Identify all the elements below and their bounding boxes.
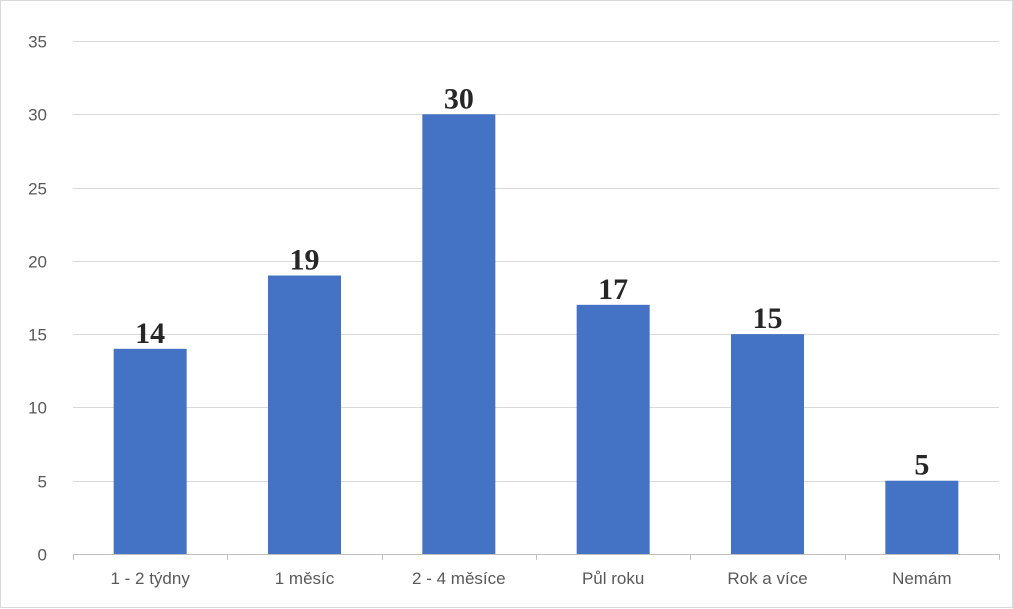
bar <box>576 304 650 554</box>
y-tick-label: 0 <box>38 546 47 565</box>
bar <box>422 114 496 555</box>
data-labels: 14 19 30 17 15 5 <box>135 82 929 481</box>
x-tick-label: 1 - 2 týdny <box>110 569 190 588</box>
bar <box>885 480 959 554</box>
data-label: 30 <box>444 82 474 115</box>
y-tick-label: 15 <box>28 326 47 345</box>
bar <box>268 275 341 554</box>
x-tick-label: Rok a více <box>727 569 807 588</box>
x-tick-label: Půl roku <box>582 569 644 588</box>
y-tick-label: 25 <box>28 180 47 199</box>
bars <box>113 114 959 555</box>
bar <box>731 334 804 554</box>
y-tick-label: 10 <box>28 399 47 418</box>
data-label: 15 <box>753 302 783 335</box>
data-label: 5 <box>914 449 929 482</box>
bar <box>113 348 187 554</box>
data-label: 17 <box>598 273 628 306</box>
y-tick-label: 20 <box>28 253 47 272</box>
x-axis: 1 - 2 týdny 1 měsíc 2 - 4 měsíce Půl roku Ro… <box>73 554 1000 588</box>
y-tick-label: 5 <box>38 473 47 492</box>
y-tick-label: 35 <box>28 33 47 52</box>
data-label: 14 <box>135 317 165 350</box>
x-tick-label: 2 - 4 měsíce <box>412 569 506 588</box>
x-tick-label: Nemám <box>892 569 952 588</box>
gridlines <box>73 41 999 555</box>
data-label: 19 <box>290 244 320 277</box>
x-tick-label: 1 měsíc <box>275 569 335 588</box>
y-axis: 0 5 10 15 20 25 30 35 <box>28 33 47 565</box>
y-tick-label: 30 <box>28 106 47 125</box>
